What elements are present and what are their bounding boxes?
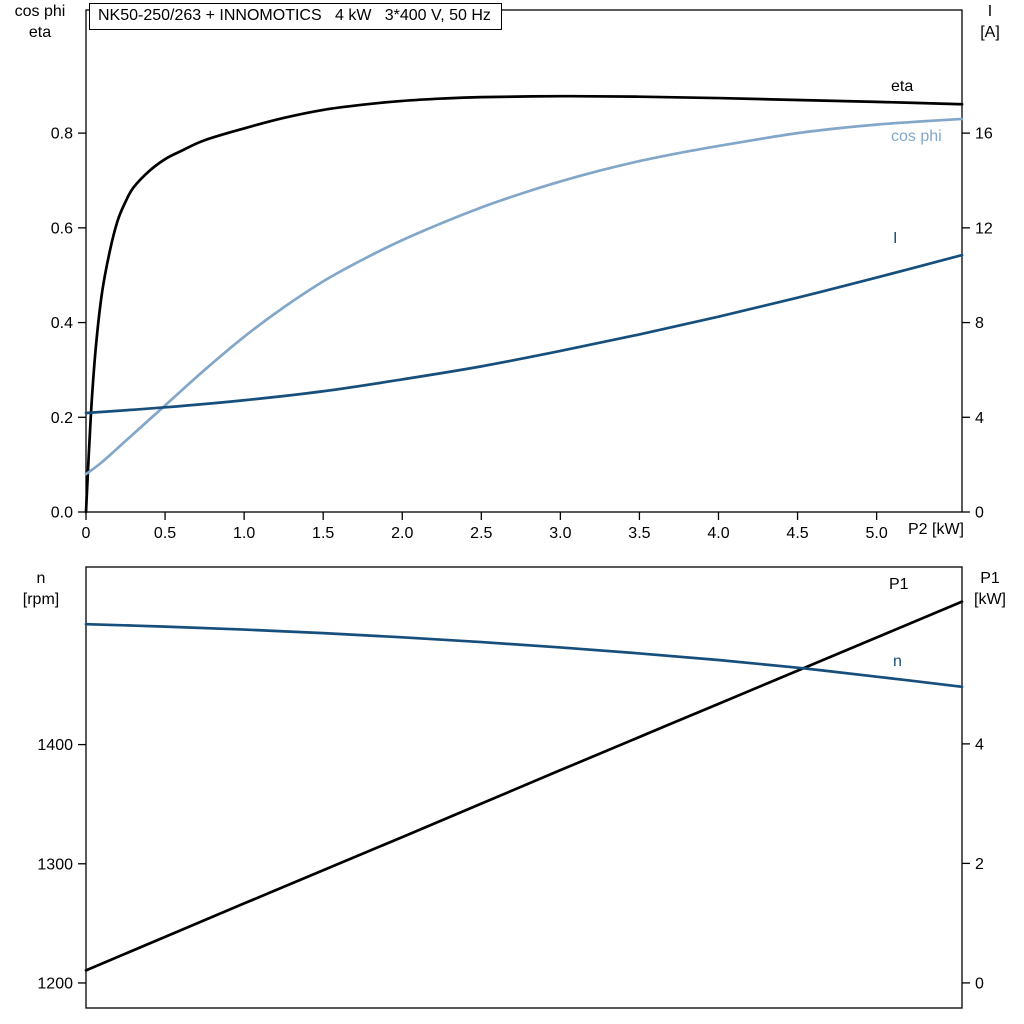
x-tick-label: 2.0	[391, 525, 413, 542]
x-tick-label: 3.0	[549, 525, 571, 542]
axis-title-current-unit: [A]	[980, 24, 1000, 41]
top-right-axis-title: I [A]	[966, 1, 1014, 43]
y-left-tick-label: 0.0	[51, 505, 73, 522]
axis-title-speed: n	[36, 570, 46, 587]
x-tick-label: 2.5	[470, 525, 492, 542]
y-left-tick-label: 1200	[37, 975, 73, 992]
axis-title-p1: P1	[980, 570, 1000, 587]
curve-n	[84, 622, 964, 689]
top-left-axis-title: cos phi eta	[6, 1, 74, 43]
axis-title-speed-unit: [rpm]	[22, 591, 60, 608]
y-right-tick-label: 8	[975, 315, 984, 332]
y-right-tick-label: 0	[975, 505, 984, 522]
axis-title-current: I	[987, 3, 993, 20]
bottom-right-axis-title: P1 [kW]	[962, 568, 1018, 610]
x-tick-label: 4.5	[786, 525, 808, 542]
curve-label-I: I	[893, 230, 898, 247]
curve-P1	[84, 600, 964, 972]
y-left-tick-label: 0.8	[51, 126, 73, 143]
y-left-tick-label: 0.4	[51, 315, 73, 332]
axis-title-p1-unit: [kW]	[974, 591, 1006, 608]
bottom-left-axis-title: n [rpm]	[10, 568, 72, 610]
x-tick-label: 0.5	[154, 525, 176, 542]
curve-label-eta: eta	[891, 78, 914, 95]
y-right-tick-label: 0	[975, 975, 984, 992]
axis-title-cos-phi: cos phi	[14, 3, 66, 20]
y-left-tick-label: 0.6	[51, 220, 73, 237]
y-right-tick-label: 2	[975, 856, 984, 873]
x-tick-label: 0	[82, 525, 91, 542]
y-right-tick-label: 16	[975, 126, 993, 143]
y-left-tick-label: 1300	[37, 856, 73, 873]
plot-frame	[85, 9, 963, 513]
x-tick-label: 5.0	[865, 525, 887, 542]
y-right-tick-label: 4	[975, 736, 984, 753]
curve-label-P1: P1	[889, 576, 909, 593]
curve-I	[84, 253, 964, 415]
curve-label-n: n	[893, 653, 902, 670]
chart-title-box: NK50-250/263 + INNOMOTICS 4 kW 3*400 V, …	[89, 3, 502, 30]
curve-label-cos-phi: cos phi	[891, 128, 942, 145]
x-tick-label: 1.5	[312, 525, 334, 542]
curve-eta	[84, 94, 964, 514]
y-left-tick-label: 1400	[37, 737, 73, 754]
y-right-tick-label: 4	[975, 410, 984, 427]
y-left-tick-label: 0.2	[51, 410, 73, 427]
x-tick-label: 3.5	[628, 525, 650, 542]
x-tick-label: 4.0	[707, 525, 729, 542]
x-axis-label-p2: P2 [kW]	[907, 521, 964, 538]
curve-cos-phi	[84, 117, 964, 476]
plot-frame	[85, 566, 963, 1009]
x-tick-label: 1.0	[233, 525, 255, 542]
y-right-tick-label: 12	[975, 220, 993, 237]
axis-title-eta: eta	[28, 24, 52, 41]
